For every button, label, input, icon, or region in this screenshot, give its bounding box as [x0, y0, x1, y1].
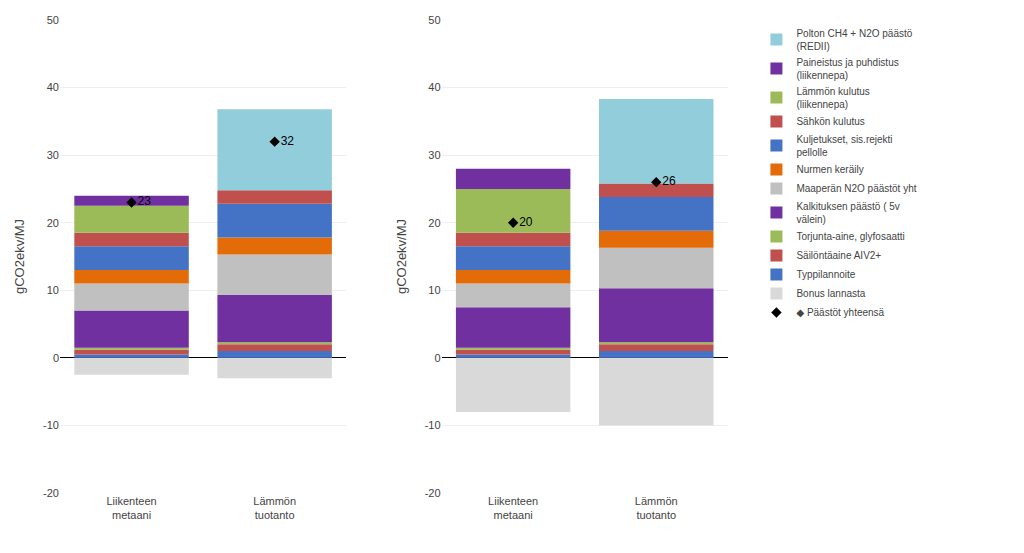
svg-text:Kuljetukset, sis.rejektipellol: Kuljetukset, sis.rejektipellolle	[796, 134, 892, 158]
svg-text:26: 26	[662, 174, 676, 188]
svg-text:◆ Päästöt yhteensä: ◆ Päästöt yhteensä	[796, 307, 884, 318]
svg-text:Lämmöntuotanto: Lämmöntuotanto	[635, 495, 678, 521]
svg-text:-20: -20	[43, 487, 59, 499]
svg-text:Lämmöntuotanto: Lämmöntuotanto	[253, 495, 296, 521]
svg-text:32: 32	[281, 134, 295, 148]
svg-text:10: 10	[47, 284, 59, 296]
svg-text:Polton CH4 + N2O päästö(REDII): Polton CH4 + N2O päästö(REDII)	[796, 28, 912, 52]
svg-text:30: 30	[428, 149, 440, 161]
svg-text:Liikenteenmetaani: Liikenteenmetaani	[488, 495, 538, 521]
svg-text:Nurmen keräily: Nurmen keräily	[796, 164, 863, 175]
svg-text:-20: -20	[425, 487, 441, 499]
svg-text:50: 50	[47, 14, 59, 26]
svg-text:40: 40	[428, 81, 440, 93]
svg-text:50: 50	[428, 14, 440, 26]
svg-text:gCO2ekv/MJ: gCO2ekv/MJ	[394, 219, 409, 294]
svg-text:Säilöntäaine AIV2+: Säilöntäaine AIV2+	[796, 250, 881, 261]
svg-text:Lämmön kulutus(liikennepa): Lämmön kulutus(liikennepa)	[796, 86, 869, 110]
svg-text:Liikenteenmetaani: Liikenteenmetaani	[106, 495, 156, 521]
svg-text:gCO2ekv/MJ: gCO2ekv/MJ	[12, 219, 27, 294]
svg-text:Bonus lannasta: Bonus lannasta	[796, 288, 865, 299]
svg-text:10: 10	[428, 284, 440, 296]
svg-text:0: 0	[53, 352, 59, 364]
svg-text:Kalkituksen päästö ( 5vvälein): Kalkituksen päästö ( 5vvälein)	[796, 201, 899, 225]
svg-text:Typpilannoite: Typpilannoite	[796, 269, 855, 280]
svg-text:-10: -10	[43, 419, 59, 431]
svg-text:Paineistus ja puhdistus(liiken: Paineistus ja puhdistus(liikennepa)	[796, 57, 898, 81]
svg-text:30: 30	[47, 149, 59, 161]
svg-text:Torjunta-aine, glyfosaatti: Torjunta-aine, glyfosaatti	[796, 231, 904, 242]
svg-text:20: 20	[519, 215, 533, 229]
svg-text:0: 0	[434, 352, 440, 364]
svg-text:20: 20	[47, 217, 59, 229]
svg-text:40: 40	[47, 81, 59, 93]
svg-text:20: 20	[428, 217, 440, 229]
svg-text:Sähkön kulutus: Sähkön kulutus	[796, 116, 864, 127]
svg-text:-10: -10	[425, 419, 441, 431]
svg-text:Maaperän N2O päästöt yht: Maaperän N2O päästöt yht	[796, 183, 916, 194]
svg-text:23: 23	[138, 194, 152, 208]
